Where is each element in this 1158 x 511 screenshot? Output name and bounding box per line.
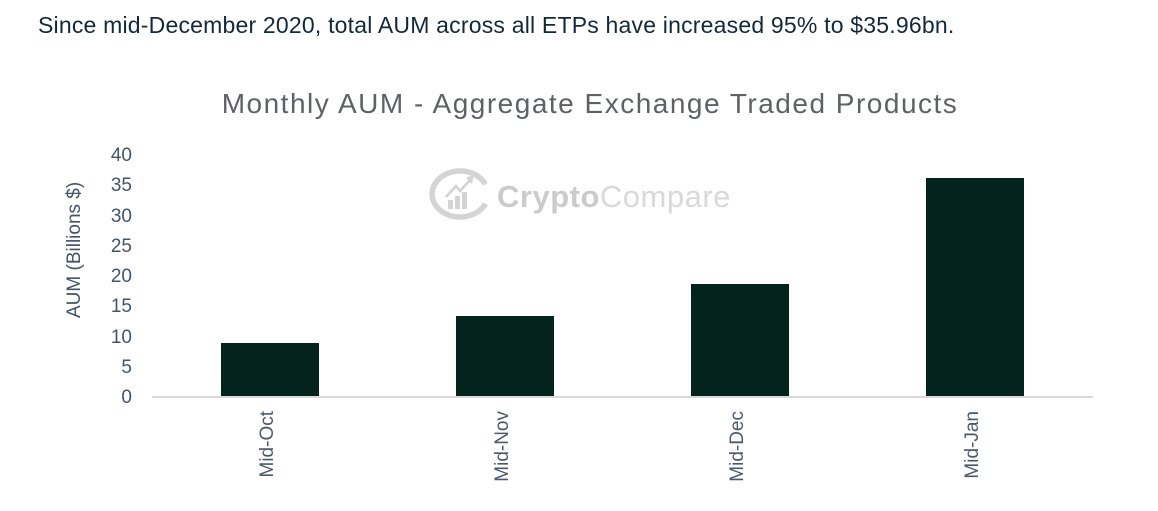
y-axis-ticks: 0 5 10 15 20 25 30 35 40	[92, 145, 132, 408]
bar-mid-jan	[926, 178, 1025, 396]
y-tick-label-20: 20	[110, 266, 132, 287]
x-tick-label-mid-jan: Mid-Jan	[962, 411, 984, 479]
watermark-brand-bold: Crypto	[497, 178, 600, 214]
x-tick-label-mid-oct: Mid-Oct	[256, 411, 278, 478]
y-axis-title: AUM (Billions $)	[64, 181, 85, 319]
headline-text: Since mid-December 2020, total AUM acros…	[38, 12, 955, 38]
watermark-brand-text: CryptoCompare	[497, 179, 731, 215]
y-tick-label-15: 15	[110, 296, 132, 318]
cryptocompare-logo-icon	[427, 166, 493, 227]
y-tick-label-30: 30	[110, 205, 132, 227]
plot-area: CryptoCompare	[152, 156, 1093, 398]
bar-mid-oct	[220, 343, 319, 396]
bar-mid-dec	[691, 284, 790, 396]
y-tick-label-5: 5	[121, 356, 132, 378]
bar-mid-nov	[455, 315, 554, 396]
y-tick-label-35: 35	[110, 175, 132, 197]
y-tick-label-0: 0	[121, 387, 132, 408]
y-tick-label-10: 10	[110, 326, 132, 348]
y-tick-label-25: 25	[110, 235, 132, 257]
watermark: CryptoCompare	[427, 166, 731, 227]
y-tick-label-40: 40	[110, 145, 132, 166]
chart-title: Monthly AUM - Aggregate Exchange Traded …	[221, 88, 959, 119]
x-axis-line	[152, 396, 1093, 398]
x-tick-label-mid-nov: Mid-Nov	[491, 411, 513, 482]
x-tick-label-mid-dec: Mid-Dec	[727, 411, 749, 482]
watermark-brand-regular: Compare	[599, 178, 731, 214]
